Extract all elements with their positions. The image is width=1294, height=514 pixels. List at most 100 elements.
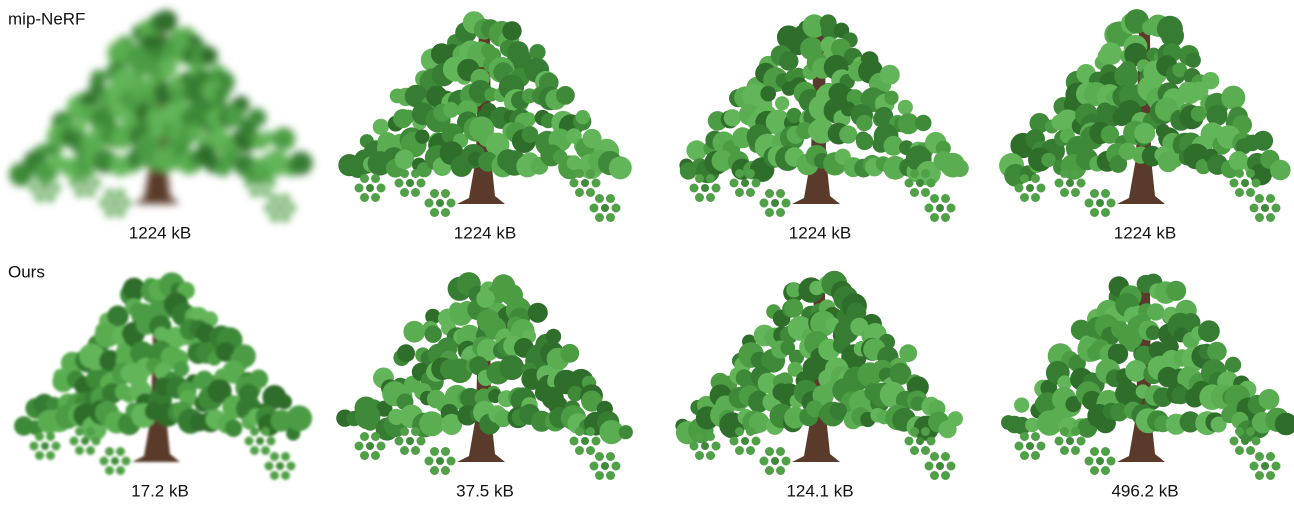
leaf [776,208,785,217]
leaf [41,442,49,450]
leaf [941,194,950,203]
caption: 496.2 kB [1111,481,1178,500]
leaf [267,179,276,188]
leaf [366,184,374,192]
leaf-cluster [1221,86,1245,110]
leaf [910,427,919,436]
leaf [400,188,409,197]
leaf [581,179,589,187]
leaf [735,427,744,436]
leaf [250,427,259,436]
leaf [930,213,939,222]
leaf [776,447,785,456]
leaf [46,174,55,183]
leaf [46,432,55,441]
leaf-cluster [560,344,579,363]
leaf [581,437,589,445]
leaf [765,447,774,456]
leaf [592,179,601,188]
leaf [592,437,601,446]
leaf [377,442,386,451]
leaf [575,188,584,197]
leaf [735,169,744,178]
leaf [441,466,450,475]
leaf [1255,213,1264,222]
leaf-cluster [397,344,415,362]
leaf-cluster [619,425,633,439]
tree-image [336,272,633,480]
leaf [921,427,930,436]
leaf-cluster [784,299,803,318]
leaf [782,199,791,208]
leaf-cluster [502,21,521,40]
leaf [690,442,699,451]
leaf [1272,204,1281,213]
leaf [441,189,450,198]
leaf [765,208,774,217]
leaf [105,208,114,217]
leaf [1015,184,1024,193]
leaf [1230,437,1239,446]
leaf [1031,432,1040,441]
leaf [776,466,785,475]
leaf [1055,179,1064,188]
leaf [111,199,119,207]
leaf [586,427,595,436]
leaf [406,179,414,187]
leaf [1090,466,1099,475]
leaf [1107,199,1116,208]
leaf [1096,199,1104,207]
leaf [105,447,114,456]
tree-image [1001,274,1294,480]
leaf [765,466,774,475]
leaf [1090,208,1099,217]
leaf [1026,442,1034,450]
leaf-cluster [556,86,575,105]
leaf [75,188,84,197]
leaf-cluster [1198,320,1220,342]
leaf [930,194,939,203]
leaf [92,179,101,188]
leaf-cluster [1191,106,1207,122]
leaf [612,462,621,471]
leaf-cluster [499,355,524,380]
leaf-cluster [522,112,536,126]
leaf [276,462,284,470]
leaf [1031,193,1040,202]
leaf-cluster [419,411,444,436]
leaf [921,446,930,455]
leaf [1020,432,1029,441]
leaf [250,446,259,455]
tree-image [14,272,312,480]
leaf-cluster [200,47,218,65]
leaf [1071,169,1080,178]
leaf [1252,179,1261,188]
leaf [425,457,434,466]
leaf [575,169,584,178]
leaf [430,208,439,217]
leaf [46,193,55,202]
leaf [741,179,749,187]
caption: 1224 kB [1114,223,1176,242]
leaf [575,427,584,436]
leaf-cluster [1225,357,1241,373]
leaf [947,462,956,471]
caption: 1224 kB [789,223,851,242]
leaf-cluster [248,108,267,127]
leaf [81,437,89,445]
leaf [905,179,914,188]
leaf-cluster [1014,398,1029,413]
leaf [1255,194,1264,203]
leaf [760,457,769,466]
leaf-cluster [272,127,295,150]
leaf-cluster [576,110,590,124]
leaf [81,179,89,187]
leaf [1255,471,1264,480]
leaf [256,179,264,187]
leaf [606,471,615,480]
leaf [595,194,604,203]
leaf [706,451,715,460]
leaf [377,184,386,193]
leaf [1077,437,1086,446]
leaf [1071,427,1080,436]
